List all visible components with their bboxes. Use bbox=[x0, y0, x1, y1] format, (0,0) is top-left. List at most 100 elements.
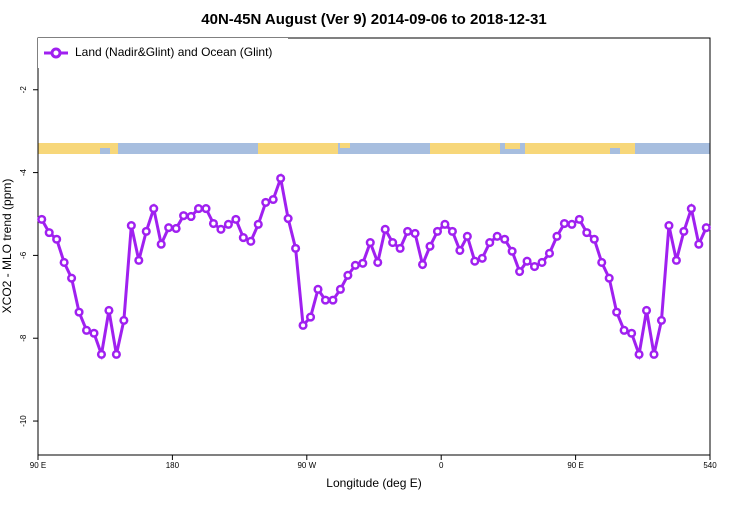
data-point bbox=[395, 243, 405, 253]
data-point bbox=[164, 223, 174, 233]
x-tick-label: 180 bbox=[166, 461, 180, 470]
plot-frame bbox=[37, 37, 711, 456]
data-point bbox=[477, 253, 487, 263]
data-point bbox=[59, 257, 69, 267]
x-tick-label: 90 E bbox=[567, 461, 583, 470]
data-point bbox=[44, 228, 54, 238]
data-point bbox=[619, 325, 629, 335]
data-point bbox=[701, 223, 711, 233]
data-point bbox=[134, 255, 144, 265]
data-point bbox=[156, 239, 166, 249]
data-point bbox=[298, 320, 308, 330]
data-point bbox=[313, 284, 323, 294]
y-tick-label: -6 bbox=[19, 251, 28, 259]
data-point bbox=[208, 218, 219, 229]
y-tick-label: -4 bbox=[19, 168, 28, 176]
data-point bbox=[193, 204, 204, 214]
x-tick-label: 90 E bbox=[30, 461, 46, 470]
data-point bbox=[515, 267, 525, 277]
data-point bbox=[522, 256, 532, 266]
x-tick-label: 90 W bbox=[297, 461, 316, 470]
data-point bbox=[656, 315, 667, 325]
data-point bbox=[223, 219, 233, 229]
data-point bbox=[641, 305, 652, 316]
legend-label: Land (Nadir&Glint) and Ocean (Glint) bbox=[75, 45, 272, 59]
data-point bbox=[81, 325, 92, 335]
data-point bbox=[679, 226, 689, 236]
data-point bbox=[320, 295, 331, 305]
y-axis-label: XCO2 - MLO trend (ppm) bbox=[0, 179, 14, 314]
data-point bbox=[119, 315, 129, 325]
legend: Land (Nadir&Glint) and Ocean (Glint) bbox=[38, 38, 288, 68]
data-point bbox=[141, 226, 151, 236]
data-point bbox=[537, 257, 547, 267]
chart-title: 40N-45N August (Ver 9) 2014-09-06 to 201… bbox=[201, 11, 546, 28]
x-axis-label: Longitude (deg E) bbox=[326, 476, 421, 490]
y-tick-label: -10 bbox=[19, 415, 28, 427]
data-point bbox=[291, 243, 301, 253]
data-point bbox=[216, 224, 226, 234]
data-point bbox=[552, 231, 562, 241]
data-point bbox=[186, 211, 196, 222]
data-point bbox=[335, 284, 345, 294]
data-point bbox=[447, 226, 457, 236]
data-point bbox=[574, 214, 584, 224]
data-point bbox=[559, 218, 569, 229]
series-line bbox=[40, 172, 708, 361]
data-point bbox=[283, 213, 293, 224]
data-point bbox=[126, 221, 136, 231]
data-point bbox=[231, 214, 241, 224]
data-point bbox=[671, 255, 681, 265]
data-point bbox=[589, 234, 599, 244]
data-point bbox=[485, 238, 495, 248]
data-point bbox=[373, 257, 383, 267]
data-point bbox=[567, 219, 577, 229]
data-point bbox=[238, 233, 248, 243]
data-point bbox=[544, 248, 555, 258]
data-point bbox=[417, 259, 428, 270]
data-point bbox=[52, 234, 62, 244]
data-point bbox=[529, 262, 540, 272]
x-tick-label: 540 bbox=[703, 461, 717, 470]
data-point bbox=[649, 349, 659, 359]
data-point bbox=[111, 349, 121, 359]
data-point bbox=[96, 349, 107, 359]
data-point bbox=[410, 228, 420, 239]
data-point bbox=[201, 204, 211, 214]
data-point bbox=[365, 238, 375, 248]
land-ocean-strip bbox=[38, 143, 710, 154]
data-point bbox=[582, 228, 592, 238]
data-point bbox=[276, 173, 286, 183]
data-point bbox=[380, 224, 390, 234]
data-point bbox=[462, 231, 472, 241]
data-point bbox=[432, 226, 443, 236]
y-tick-label: -8 bbox=[19, 334, 28, 342]
data-point bbox=[261, 197, 271, 207]
data-point bbox=[388, 238, 398, 248]
data-point bbox=[627, 328, 637, 338]
y-tick-label: -2 bbox=[19, 86, 28, 94]
data-point bbox=[440, 219, 450, 229]
data-point bbox=[89, 328, 99, 338]
data-point bbox=[604, 273, 614, 283]
x-tick-label: 0 bbox=[439, 461, 444, 470]
data-point bbox=[664, 221, 674, 231]
data-point bbox=[492, 231, 502, 241]
data-point bbox=[104, 305, 114, 316]
data-point bbox=[470, 256, 480, 266]
data-point bbox=[403, 226, 413, 236]
data-point bbox=[37, 214, 47, 224]
data-point bbox=[67, 273, 77, 283]
data-point bbox=[455, 245, 465, 255]
data-point bbox=[179, 211, 189, 221]
data-point bbox=[171, 223, 181, 234]
data-point bbox=[253, 219, 263, 229]
data-point bbox=[343, 270, 353, 280]
data-point bbox=[686, 204, 696, 214]
data-point bbox=[634, 349, 644, 359]
data-point bbox=[507, 246, 517, 256]
data-point bbox=[305, 312, 316, 322]
data-point bbox=[328, 295, 338, 305]
data-point bbox=[425, 241, 435, 251]
